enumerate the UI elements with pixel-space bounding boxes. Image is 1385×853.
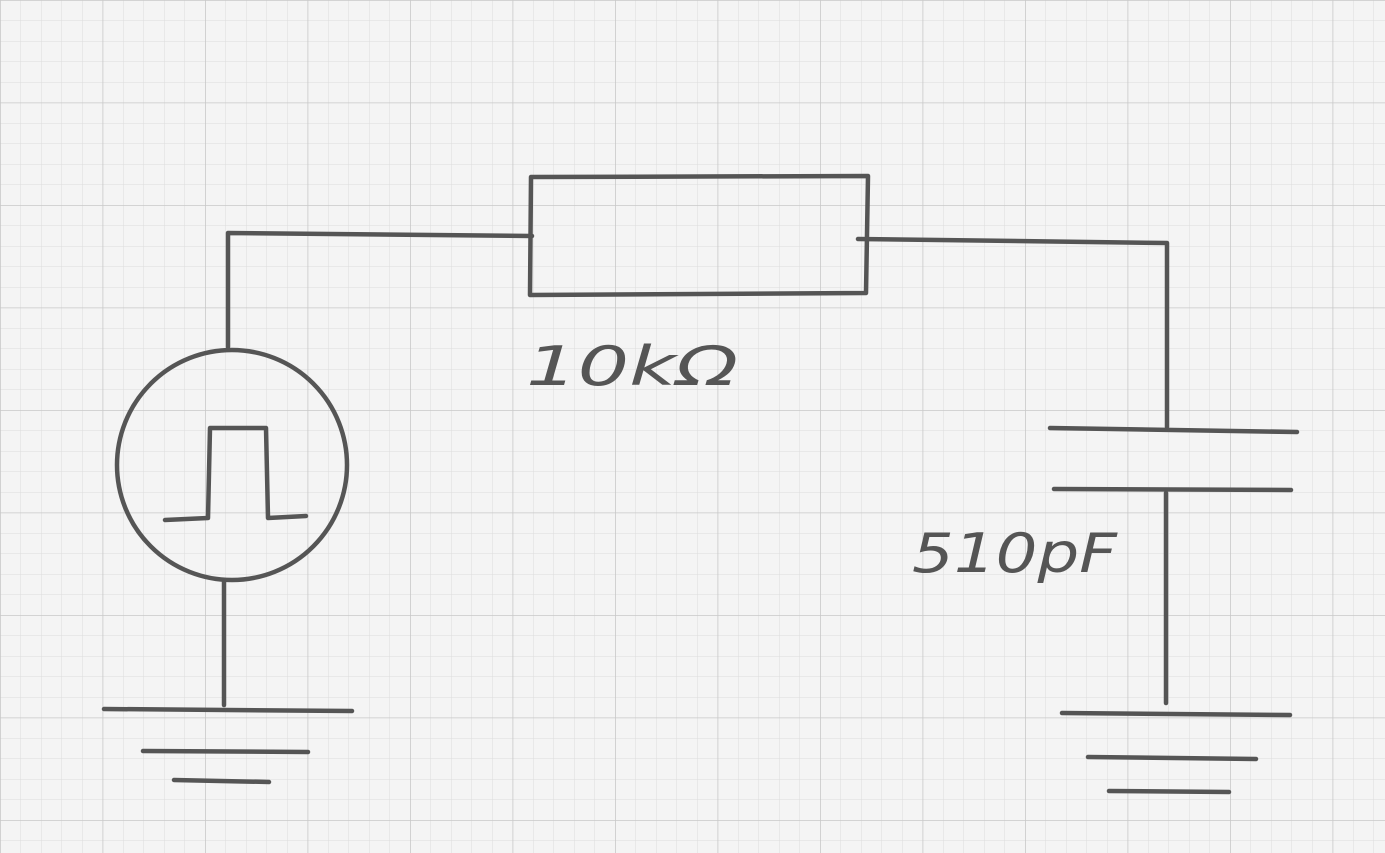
ground-symbol-left (101, 706, 355, 785)
capacitor (1047, 425, 1300, 493)
capacitor-bottom-plate (1051, 486, 1294, 493)
wire-source-to-resistor (225, 230, 535, 350)
resistor (527, 173, 871, 298)
pulse-waveform-icon (162, 425, 309, 523)
resistor-value-label: 10kΩ (526, 335, 738, 398)
resistor-body (527, 173, 871, 298)
capacitor-value-label: 510pF (912, 522, 1118, 585)
capacitor-top-plate (1047, 425, 1300, 435)
ground-symbol-right (1059, 710, 1293, 795)
source-circle (114, 347, 350, 583)
pulse-source (114, 347, 350, 583)
wire-resistor-to-capacitor (855, 236, 1170, 430)
